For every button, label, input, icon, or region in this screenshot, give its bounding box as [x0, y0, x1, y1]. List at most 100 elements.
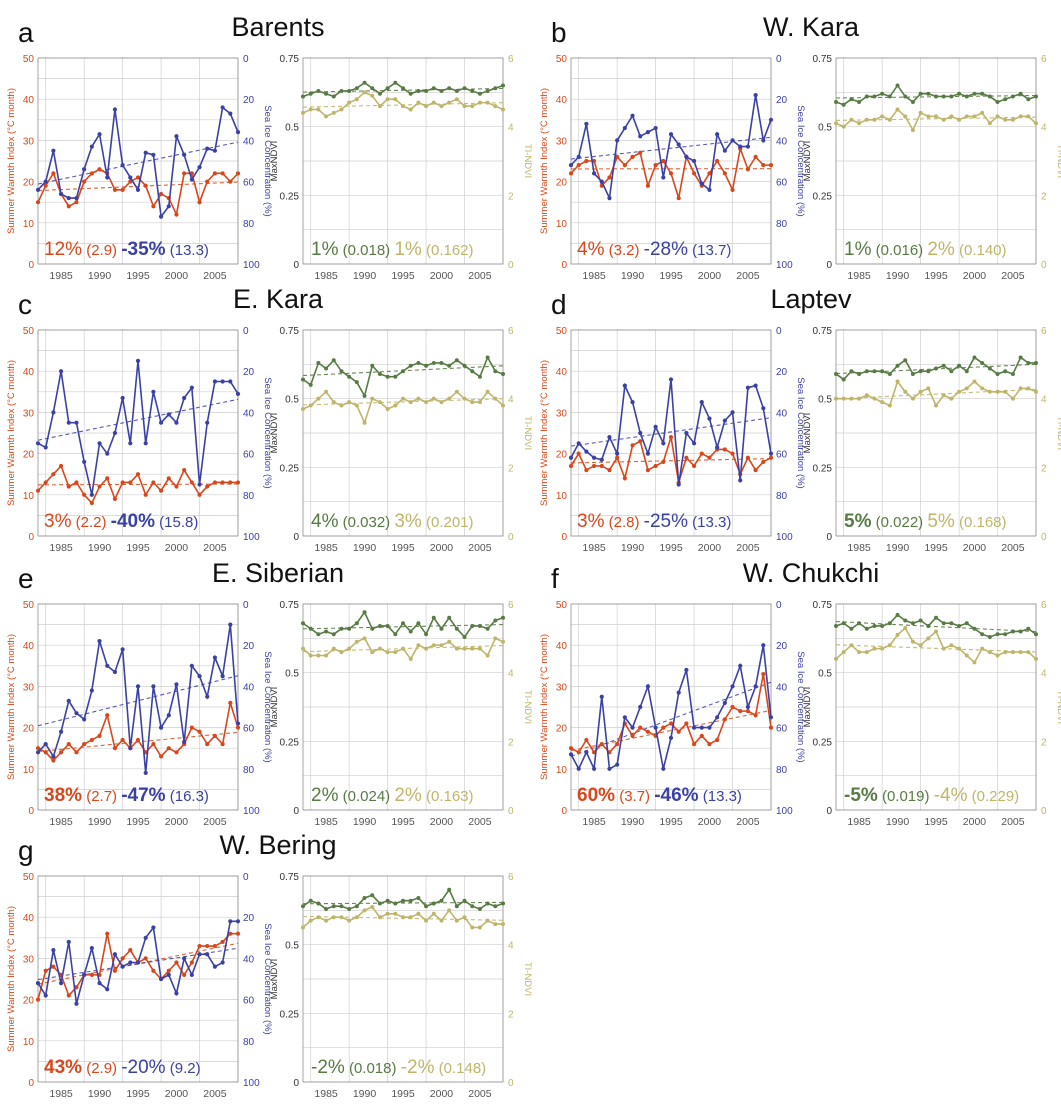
- maxndvi-point: [308, 626, 313, 631]
- tindvi-point: [995, 653, 1000, 658]
- ice-point: [112, 107, 118, 112]
- tindvi-point: [301, 925, 305, 930]
- tindvi-point: [347, 100, 352, 105]
- tindvi-point: [339, 650, 344, 655]
- maxndvi-point: [501, 901, 505, 906]
- maxndvi-point: [501, 83, 505, 88]
- ice-point: [730, 684, 735, 689]
- swi-point: [576, 750, 581, 755]
- swi-point: [684, 455, 689, 460]
- maxndvi-trend-percent: 1%: [311, 239, 339, 260]
- swi-point: [691, 463, 697, 469]
- ice-trend-value: (13.7): [688, 242, 731, 259]
- maxndvi-point: [880, 91, 885, 96]
- ice-tick-label: 80: [776, 491, 788, 502]
- left-trend-annotation: 38% (2.7) -47% (16.3): [44, 785, 209, 806]
- swi-point: [182, 467, 187, 473]
- tindvi-point: [880, 400, 885, 405]
- plot-frame: [302, 57, 504, 265]
- tindvi-trend-percent: 2%: [927, 239, 955, 260]
- maxndvi-point: [934, 366, 938, 371]
- maxndvi-trend-value: (0.018): [345, 1060, 401, 1077]
- ice-tick-label: 40: [243, 954, 255, 965]
- x-tick-label: 1990: [621, 542, 645, 554]
- swi-point: [684, 721, 689, 726]
- ice-point: [174, 991, 179, 996]
- ice-point: [174, 682, 179, 687]
- ice-point: [661, 766, 666, 771]
- ice-point: [66, 195, 71, 201]
- maxndvi-series-line: [302, 355, 504, 399]
- ice-point: [143, 935, 148, 940]
- maxndvi-point: [485, 355, 490, 360]
- maxndvi-point: [987, 94, 992, 99]
- tindvi-axis-title: TI-NDVI: [1055, 144, 1061, 178]
- x-tick-label: 1990: [88, 542, 112, 554]
- swi-trend-value: (2.2): [71, 514, 110, 531]
- x-tick-label: 1995: [391, 542, 415, 554]
- swi-point: [82, 492, 87, 497]
- swi-tick-label: 0: [561, 532, 567, 543]
- maxndvi-point: [849, 97, 854, 102]
- ice-point: [58, 729, 64, 734]
- right-plot: 0 0.25 0.5 0.75 0 2 4 6 1985 1990 1995 2000 2005 MaxN…: [269, 326, 533, 554]
- swi-point: [235, 931, 241, 936]
- ice-point: [228, 111, 233, 116]
- tindvi-point: [1026, 114, 1031, 119]
- swi-point: [43, 968, 48, 973]
- tindvi-tick-label: 2: [508, 1009, 514, 1020]
- tindvi-trend-percent: 1%: [394, 239, 422, 260]
- ice-tick-label: 60: [776, 450, 788, 461]
- x-tick-label: 2000: [698, 816, 722, 828]
- tindvi-tick-label: 6: [508, 54, 514, 65]
- ice-point: [653, 725, 658, 730]
- maxndvi-point: [393, 374, 398, 379]
- maxndvi-trend-line: [302, 901, 504, 905]
- maxndvi-tick-label: 0: [293, 260, 299, 271]
- swi-point: [151, 204, 156, 209]
- swi-trend-percent: 12%: [44, 239, 82, 260]
- maxndvi-point: [370, 626, 375, 631]
- maxndvi-point: [834, 99, 838, 104]
- tindvi-point: [447, 396, 452, 401]
- ice-point: [591, 171, 597, 176]
- swi-tick-label: 0: [28, 532, 34, 543]
- ice-tick-label: 60: [243, 724, 255, 735]
- tindvi-point: [987, 650, 992, 655]
- maxndvi-point: [493, 369, 498, 374]
- tindvi-point: [470, 104, 475, 109]
- ice-point: [722, 418, 727, 423]
- left-trend-annotation: 60% (3.7) -46% (13.3): [577, 785, 742, 806]
- swi-point: [97, 733, 102, 738]
- ice-point: [576, 766, 581, 771]
- maxndvi-point: [477, 91, 482, 96]
- swi-point: [584, 158, 589, 164]
- maxndvi-point: [431, 86, 436, 91]
- swi-tick-label: 10: [23, 491, 35, 502]
- swi-point: [66, 204, 71, 209]
- ice-point: [135, 684, 141, 689]
- swi-point: [35, 746, 41, 751]
- tindvi-point: [416, 911, 421, 916]
- tindvi-point: [470, 400, 475, 405]
- swi-point: [128, 948, 133, 953]
- maxndvi-point: [926, 369, 931, 374]
- tindvi-point: [362, 420, 367, 425]
- swi-tick-label: 10: [23, 765, 35, 776]
- x-tick-label: 2005: [468, 816, 492, 828]
- ice-point: [235, 919, 241, 924]
- ice-point: [205, 146, 210, 151]
- ice-tick-label: 40: [243, 408, 255, 419]
- tindvi-trend-value: (0.148): [434, 1060, 486, 1077]
- ice-point: [738, 663, 743, 668]
- swi-point: [691, 741, 697, 747]
- tindvi-point: [416, 100, 421, 105]
- tindvi-point: [424, 104, 429, 109]
- maxndvi-point: [454, 88, 459, 93]
- maxndvi-point: [370, 893, 375, 898]
- tindvi-point: [987, 121, 992, 126]
- plot-frame: [570, 329, 772, 537]
- maxndvi-point: [872, 94, 877, 99]
- maxndvi-point: [424, 88, 429, 93]
- tindvi-point: [957, 389, 962, 394]
